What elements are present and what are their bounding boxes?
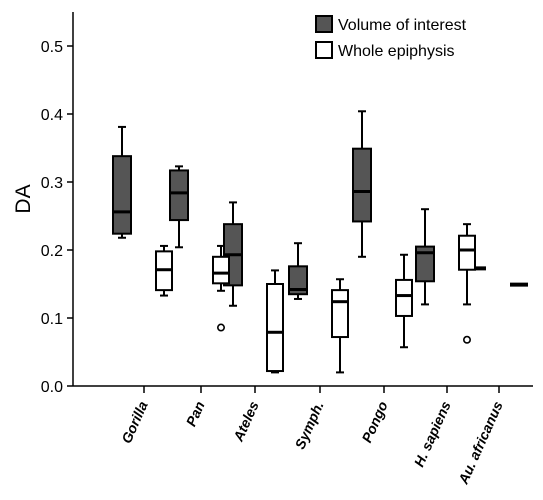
- iqr-box: [112, 155, 132, 235]
- legend-swatch: [315, 15, 333, 33]
- legend-swatch: [315, 41, 333, 59]
- category-label: Pan: [183, 399, 208, 429]
- y-tick-label: 0.2: [41, 243, 63, 260]
- y-tick-label: 0.0: [41, 379, 63, 396]
- box-gorilla-voi: [112, 125, 132, 239]
- category-label: Au. africanus: [455, 399, 506, 488]
- iqr-box: [458, 234, 476, 271]
- box-gorilla-whole: [155, 244, 173, 297]
- box-h-sapiens-whole: [458, 223, 476, 344]
- box-symph--whole: [331, 278, 349, 374]
- iqr-box: [288, 265, 308, 296]
- category-label: Pongo: [358, 398, 391, 445]
- legend: Volume of interest Whole epiphysis: [315, 15, 467, 60]
- box-pan-voi: [169, 165, 189, 249]
- iqr-box: [415, 245, 435, 283]
- y-tick-label: 0.3: [41, 175, 63, 192]
- legend-label: Whole epiphysis: [338, 43, 455, 60]
- category-label: Gorilla: [118, 399, 151, 446]
- iqr-box: [212, 255, 230, 285]
- category-label: H. sapiens: [411, 399, 454, 470]
- iqr-box: [395, 278, 413, 317]
- y-tick-label: 0.1: [41, 311, 63, 328]
- boxes-layer: [112, 110, 528, 374]
- iqr-box: [169, 169, 189, 222]
- y-axis-title: DA: [12, 184, 35, 213]
- legend-label: Volume of interest: [338, 17, 467, 34]
- box-symph--voi: [288, 242, 308, 300]
- category-label: Ateles: [230, 399, 262, 445]
- box-h-sapiens-voi: [415, 208, 435, 306]
- box-ateles-voi: [223, 201, 243, 307]
- y-tick-label: 0.5: [41, 39, 63, 56]
- outlier-point: [462, 335, 471, 344]
- box-pongo-whole: [395, 253, 413, 349]
- outlier-point: [217, 323, 226, 332]
- box-pongo-voi: [352, 110, 372, 258]
- box-pan-whole: [212, 244, 230, 332]
- iqr-box: [331, 289, 349, 339]
- y-tick-label: 0.4: [41, 107, 63, 124]
- box-ateles-whole: [266, 269, 284, 374]
- category-label: Symph.: [292, 399, 327, 452]
- iqr-box: [352, 147, 372, 223]
- iqr-box: [266, 283, 284, 373]
